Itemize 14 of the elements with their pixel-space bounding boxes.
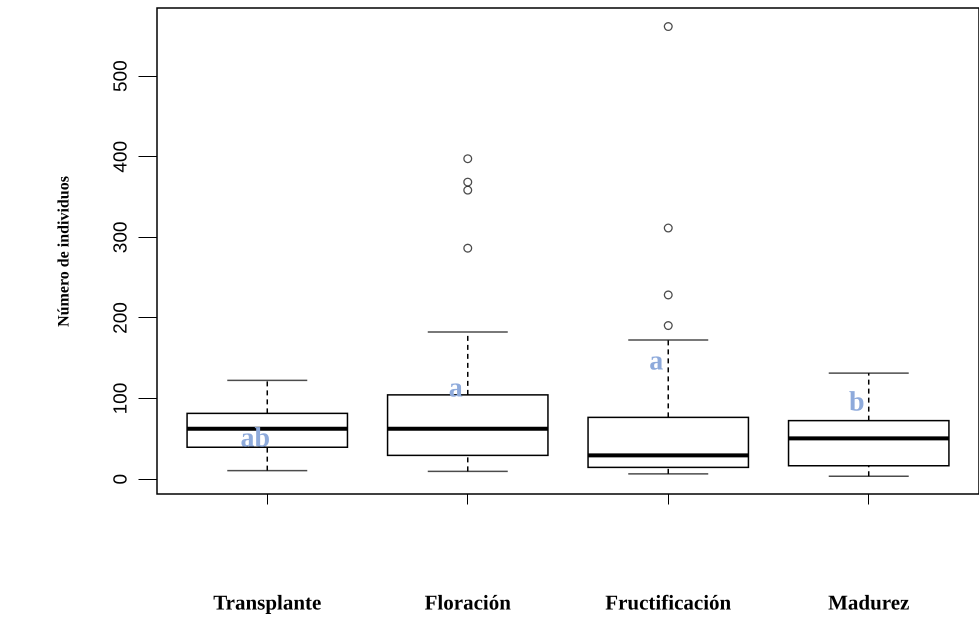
y-tick-label: 100 <box>110 382 132 414</box>
x-tick-label: Fructificación <box>605 590 732 614</box>
y-axis-title: Número de individuos <box>56 176 72 327</box>
y-tick-label: 400 <box>110 140 132 173</box>
y-tick-label: 0 <box>110 474 132 484</box>
annotation: ab <box>240 422 270 454</box>
x-tick-label: Madurez <box>828 590 910 614</box>
x-tick-label: Transplante <box>213 590 322 614</box>
y-tick-label: 200 <box>110 302 132 334</box>
annotation: a <box>649 345 664 376</box>
y-tick-label: 300 <box>110 222 132 254</box>
y-tick-label: 500 <box>110 60 132 92</box>
x-tick-label: Floración <box>424 590 512 614</box>
annotation: b <box>848 386 865 418</box>
